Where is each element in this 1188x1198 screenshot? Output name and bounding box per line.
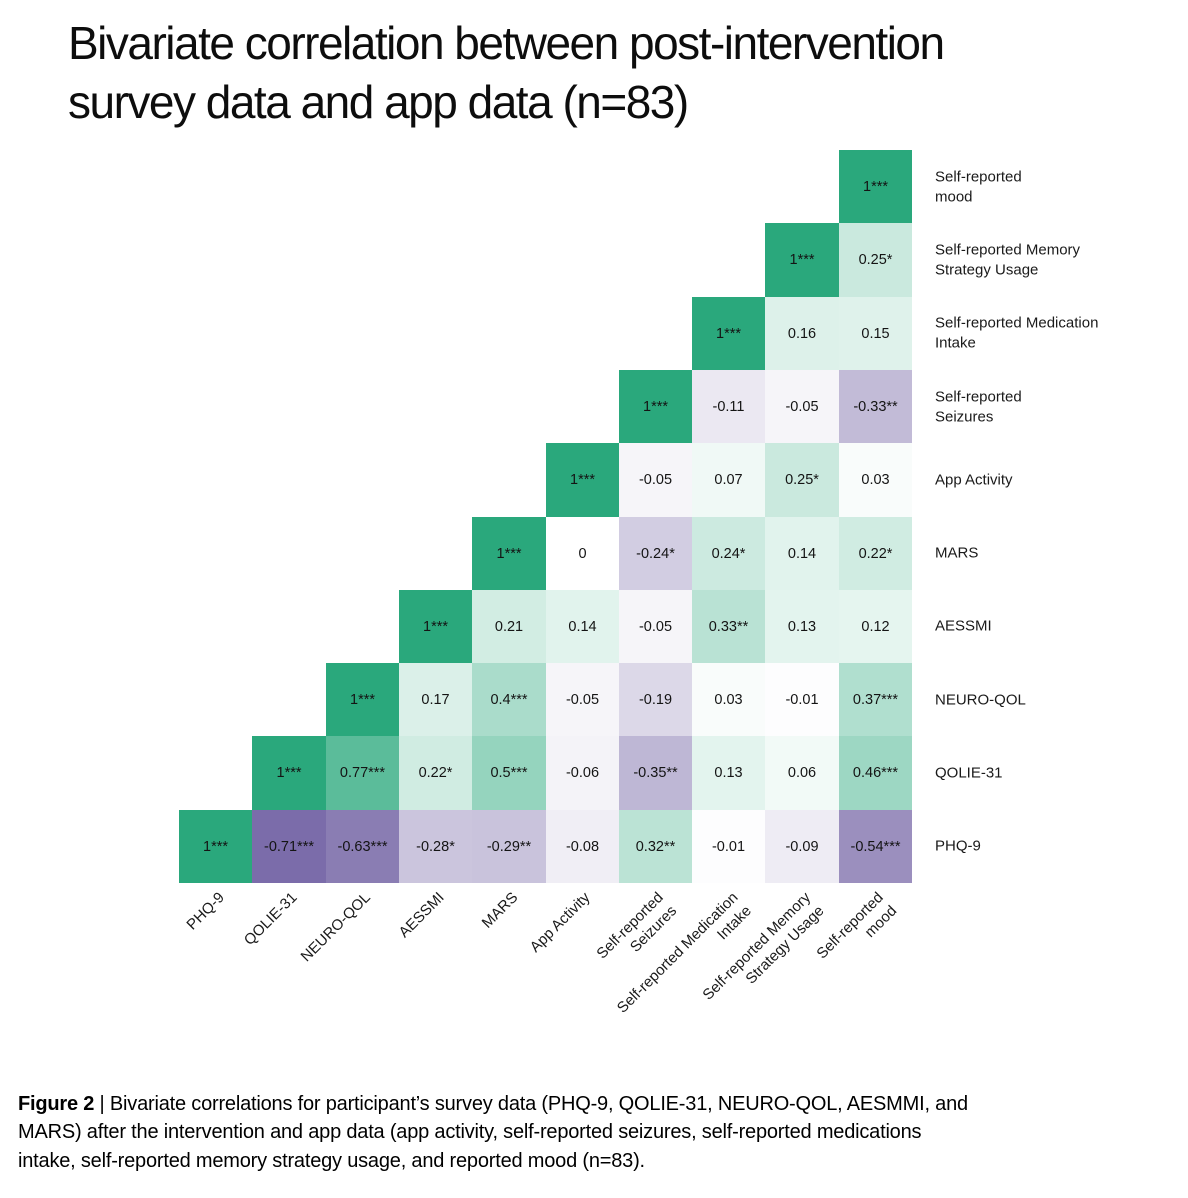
heatmap-cell: -0.05 (619, 590, 692, 663)
row-label: App Activity (935, 471, 1013, 489)
heatmap-cell: 0.13 (765, 590, 839, 663)
heatmap-cell: 0.24* (692, 517, 765, 590)
heatmap-cell: 0.77*** (326, 736, 399, 810)
row-label: Self-reported Seizures (935, 388, 1022, 426)
heatmap-cell: 0.03 (692, 663, 765, 736)
heatmap-cell: 0.25* (765, 443, 839, 517)
heatmap-cell: 0.5*** (472, 736, 546, 810)
row-label: MARS (935, 544, 979, 562)
heatmap-cell: -0.71*** (252, 810, 326, 883)
row-label: QOLIE-31 (935, 764, 1003, 782)
figure-caption-line-2: MARS) after the intervention and app dat… (18, 1121, 922, 1144)
heatmap-cell: 0.22* (399, 736, 472, 810)
heatmap-cell: 1*** (252, 736, 326, 810)
heatmap-cell: 0.37*** (839, 663, 912, 736)
heatmap-cell: -0.35** (619, 736, 692, 810)
figure-caption-line-3: intake, self-reported memory strategy us… (18, 1149, 645, 1172)
heatmap-cell: 1*** (839, 150, 912, 223)
heatmap-cell: 1*** (399, 590, 472, 663)
row-label: AESSMI (935, 617, 992, 635)
heatmap-cell: -0.54*** (839, 810, 912, 883)
heatmap-cell: -0.19 (619, 663, 692, 736)
heatmap-cell: 0.33** (692, 590, 765, 663)
heatmap-cell: 0.14 (546, 590, 619, 663)
column-label: MARS (478, 889, 522, 932)
column-label: App Activity (527, 889, 595, 956)
heatmap-cell: 1*** (619, 370, 692, 443)
heatmap-cell: 0.32** (619, 810, 692, 883)
heatmap-cell: 0.46*** (839, 736, 912, 810)
heatmap-cell: 1*** (765, 223, 839, 297)
heatmap-cell: 0.4*** (472, 663, 546, 736)
heatmap-cell: 0.16 (765, 297, 839, 370)
row-label: Self-reported Medication Intake (935, 314, 1099, 352)
heatmap-cell: 0.17 (399, 663, 472, 736)
heatmap-cell: 0.22* (839, 517, 912, 590)
heatmap-cell: -0.29** (472, 810, 546, 883)
heatmap-cell: 0.25* (839, 223, 912, 297)
heatmap-cell: -0.05 (619, 443, 692, 517)
heatmap-cell: 1*** (326, 663, 399, 736)
column-label: Self-reported mood (813, 889, 901, 963)
column-label: PHQ-9 (183, 889, 229, 934)
heatmap-cell: 0.21 (472, 590, 546, 663)
heatmap-cell: 1*** (546, 443, 619, 517)
heatmap-cell: -0.11 (692, 370, 765, 443)
figure-caption-line-1: Bivariate correlations for participant’s… (109, 1093, 968, 1115)
heatmap-cell: 1*** (692, 297, 765, 370)
figure-caption-separator: | (94, 1093, 110, 1115)
heatmap-cell: -0.28* (399, 810, 472, 883)
column-label: QOLIE-31 (241, 889, 302, 949)
heatmap-cell: 0.15 (839, 297, 912, 370)
figure-caption-label: Figure 2 (18, 1093, 95, 1115)
chart-title-line-1: Bivariate correlation between post-inter… (68, 17, 945, 69)
heatmap-cell: 0.07 (692, 443, 765, 517)
heatmap-cell: -0.33** (839, 370, 912, 443)
heatmap-cell: 1*** (472, 517, 546, 590)
heatmap-cell: 0.03 (839, 443, 912, 517)
row-label: Self-reported mood (935, 168, 1022, 206)
figure-caption: Figure 2 | Bivariate correlations for pa… (18, 1090, 1178, 1175)
heatmap-cell: -0.08 (546, 810, 619, 883)
heatmap-cell: 1*** (179, 810, 252, 883)
row-label: NEURO-QOL (935, 691, 1026, 709)
heatmap-cell: -0.01 (692, 810, 765, 883)
column-label: NEURO-QOL (297, 889, 375, 966)
heatmap-cell: -0.24* (619, 517, 692, 590)
row-label: Self-reported Memory Strategy Usage (935, 241, 1081, 279)
heatmap-cell: 0.14 (765, 517, 839, 590)
heatmap-cell: -0.06 (546, 736, 619, 810)
chart-title-line-2: survey data and app data (n=83) (68, 75, 689, 128)
heatmap-cell: -0.09 (765, 810, 839, 883)
heatmap-cell: -0.05 (765, 370, 839, 443)
row-label: PHQ-9 (935, 837, 981, 855)
heatmap-cell: 0 (546, 517, 619, 590)
column-label: AESSMI (395, 889, 449, 942)
heatmap-cell: -0.05 (546, 663, 619, 736)
heatmap-cell: 0.12 (839, 590, 912, 663)
heatmap-cell: 0.13 (692, 736, 765, 810)
heatmap-cell: 0.06 (765, 736, 839, 810)
chart-title: Bivariate correlation between post-inter… (68, 14, 1148, 132)
heatmap-cell: -0.63*** (326, 810, 399, 883)
heatmap-cell: -0.01 (765, 663, 839, 736)
